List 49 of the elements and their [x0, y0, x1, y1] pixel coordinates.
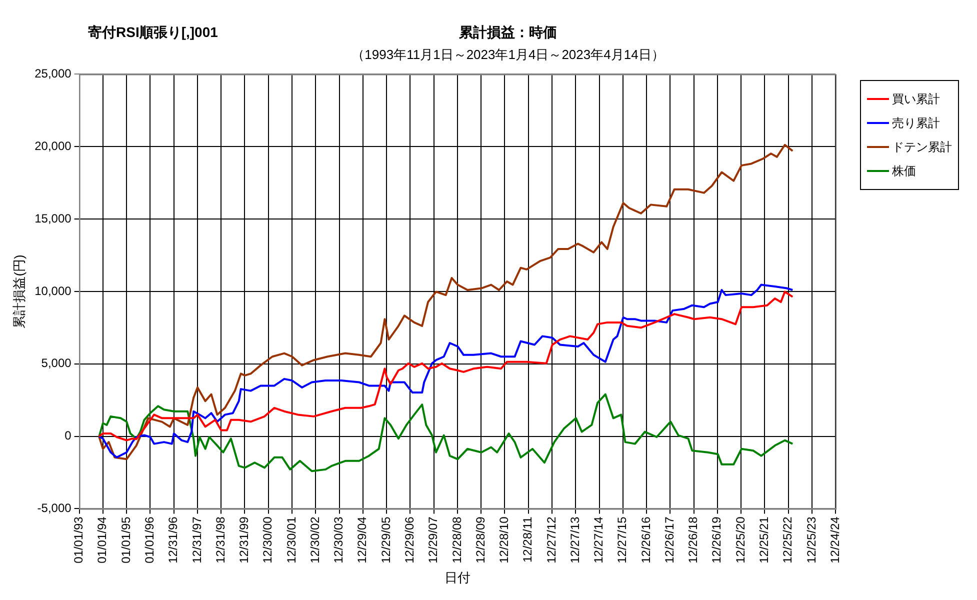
x-tick-label: 12/29/07	[426, 516, 440, 564]
x-tick-label: 12/26/17	[662, 516, 676, 564]
x-tick-label: 01/01/93	[72, 516, 86, 564]
legend-label: ドテン累計	[892, 138, 952, 156]
x-tick-label: 12/27/13	[568, 516, 582, 564]
x-tick-label: 12/31/97	[190, 516, 204, 564]
x-tick-label: 12/29/04	[355, 516, 370, 564]
x-tick-label: 01/01/96	[142, 516, 157, 564]
x-tick-label: 12/29/06	[402, 516, 416, 564]
x-axis-title: 日付	[444, 570, 470, 585]
x-tick-label: 12/24/24	[828, 516, 842, 564]
x-tick-label: 12/26/19	[710, 516, 724, 564]
text: 寄付RSI順張り[,]001	[88, 24, 218, 42]
x-tick-label: 12/28/08	[450, 516, 464, 564]
y-axis-title: 累計損益(円)	[11, 254, 26, 328]
y-tick-label: 5,000	[41, 356, 72, 370]
y-tick-label: -5,000	[37, 501, 72, 515]
legend-label: 株価	[892, 162, 916, 180]
x-tick-label: 12/27/14	[592, 516, 606, 564]
x-tick-label: 12/25/22	[780, 516, 795, 564]
x-tick-label: 01/01/94	[95, 516, 110, 564]
x-tick-label: 12/28/09	[473, 516, 488, 564]
y-tick-label: 15,000	[34, 211, 72, 226]
x-tick-label: 01/01/95	[118, 516, 133, 564]
legend-label: 売り累計	[892, 114, 940, 132]
x-tick-label: 12/31/96	[166, 516, 180, 564]
y-tick-label: 20,000	[34, 138, 72, 153]
x-tick-label: 12/26/18	[686, 516, 700, 564]
legend-label: 買い累計	[892, 90, 940, 108]
x-tick-label: 12/31/99	[237, 516, 252, 564]
x-tick-label: 12/30/01	[284, 516, 298, 564]
y-tick-label: 10,000	[34, 284, 72, 298]
y-tick-label: 25,000	[34, 66, 72, 81]
x-tick-label: 12/26/16	[638, 516, 653, 564]
x-tick-label: 12/28/11	[520, 516, 535, 563]
y-tick-label: 0	[64, 428, 72, 443]
chart-title: 累計損益：時価	[458, 24, 558, 42]
x-tick-label: 12/27/12	[544, 516, 558, 564]
x-tick-label: 12/29/05	[378, 516, 393, 564]
x-tick-label: 12/25/21	[757, 516, 772, 564]
x-tick-label: 12/30/03	[332, 516, 346, 564]
x-tick-label: 12/28/10	[497, 516, 512, 564]
x-tick-label: 12/27/15	[615, 516, 630, 564]
x-tick-label: 12/31/98	[213, 516, 228, 564]
x-tick-label: 12/30/00	[260, 516, 275, 564]
x-tick-label: 12/25/23	[804, 516, 818, 564]
x-tick-label: 12/25/20	[733, 516, 748, 564]
chart-subtitle: （1993年11月1日～2023年1月4日～2023年4月14日）	[350, 46, 666, 64]
x-tick-label: 12/30/02	[308, 516, 322, 564]
